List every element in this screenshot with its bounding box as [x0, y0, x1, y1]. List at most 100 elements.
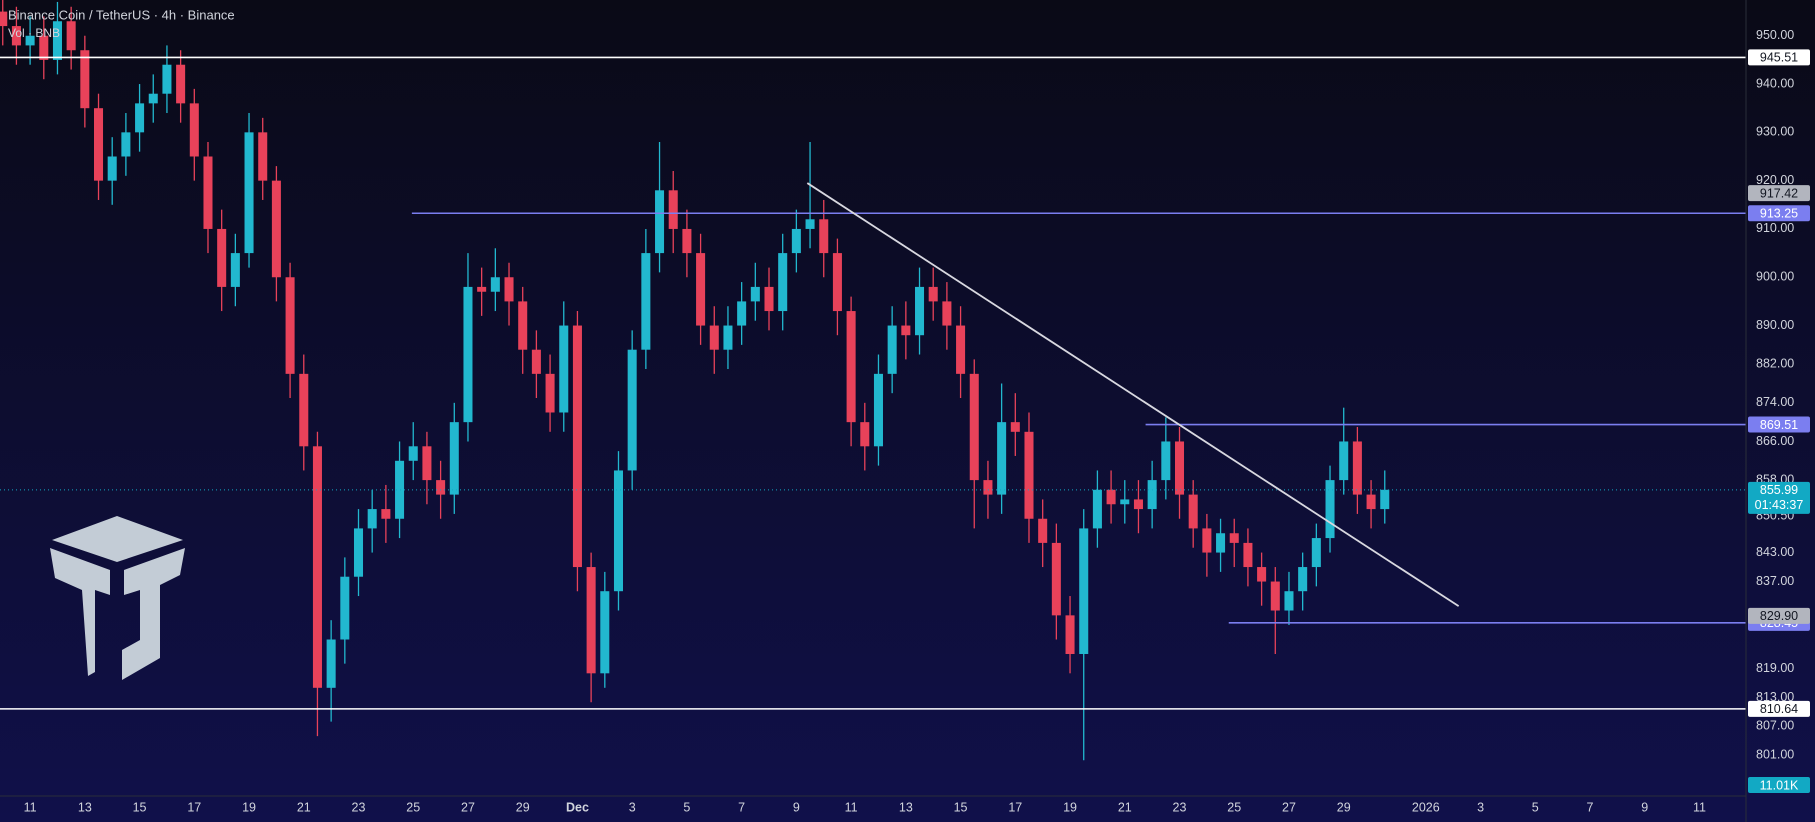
candle-body	[613, 470, 624, 592]
candle-body	[230, 253, 240, 287]
candle-body	[1065, 615, 1075, 654]
candle-body	[162, 64, 172, 94]
candle-body	[1188, 494, 1198, 529]
countdown: 01:43:37	[1755, 498, 1804, 512]
candle-body	[737, 301, 747, 326]
x-tick-label: 15	[954, 800, 968, 814]
x-tick-label: 27	[1282, 800, 1296, 814]
candle-body	[80, 50, 90, 109]
candle-body	[52, 21, 62, 60]
chart-title: Binance Coin / TetherUS · 4h · Binance	[8, 7, 235, 22]
y-tick-label: 874.00	[1756, 395, 1794, 409]
candle-body	[1120, 499, 1130, 505]
candle-body	[805, 219, 815, 229]
candle-body	[1147, 480, 1157, 510]
candle-body	[449, 422, 459, 495]
candle-body	[1079, 528, 1089, 654]
candle-body	[1038, 518, 1048, 543]
candle-body	[312, 446, 322, 688]
candle-body	[600, 591, 610, 674]
x-tick-label: 25	[406, 800, 420, 814]
candle-body	[422, 446, 432, 481]
y-tick-label: 807.00	[1756, 719, 1794, 733]
candle-body	[107, 156, 117, 181]
x-tick-label: 21	[1118, 800, 1132, 814]
candle-body	[1298, 567, 1308, 592]
candle-body	[846, 311, 856, 423]
candle-body	[518, 301, 528, 350]
x-tick-label: 27	[461, 800, 475, 814]
candle-body	[436, 480, 446, 495]
y-tick-label: 882.00	[1756, 356, 1794, 370]
candle-body	[901, 325, 911, 336]
y-tick-label: 890.00	[1756, 318, 1794, 332]
price-tag	[1748, 700, 1810, 717]
candle-body	[915, 286, 925, 336]
price-tag-label: 917.42	[1760, 186, 1798, 200]
candle-body	[764, 286, 774, 312]
x-tick-label: Dec	[566, 800, 589, 814]
candle-body	[545, 373, 555, 413]
candle-body	[1051, 542, 1061, 616]
y-tick-label: 801.00	[1756, 748, 1794, 762]
candle-body	[860, 422, 870, 447]
candle-body	[1216, 533, 1226, 553]
candle-body	[1284, 591, 1294, 611]
candle-body	[1380, 489, 1390, 510]
candle-body	[0, 11, 8, 27]
candle-body	[969, 373, 979, 481]
candle-body	[176, 64, 186, 104]
x-tick-label: 25	[1227, 800, 1241, 814]
candle-body	[299, 373, 309, 447]
candle-body	[956, 325, 966, 374]
candle-body	[353, 528, 364, 577]
candle-body	[572, 325, 582, 568]
y-tick-label: 866.00	[1756, 434, 1794, 448]
x-tick-label: 13	[899, 800, 913, 814]
candle-body	[778, 253, 788, 312]
price-tag	[1748, 607, 1810, 624]
candle-body	[531, 349, 541, 374]
x-tick-label: 19	[1063, 800, 1077, 814]
candle-body	[1243, 542, 1253, 568]
candle-body	[1133, 499, 1143, 510]
y-tick-label: 813.00	[1756, 690, 1794, 704]
candle-body	[1092, 489, 1102, 529]
candle-body	[1024, 431, 1034, 519]
x-tick-label: 5	[1532, 800, 1539, 814]
price-tag-label: 869.51	[1760, 418, 1798, 432]
candle-body	[819, 219, 829, 254]
candle-body	[1339, 441, 1349, 481]
candle-body	[696, 253, 706, 326]
x-tick-label: 7	[738, 800, 745, 814]
candle-body	[1366, 494, 1376, 510]
candle-body	[135, 103, 145, 133]
price-tag	[1748, 49, 1810, 66]
y-tick-label: 819.00	[1756, 661, 1794, 675]
price-tag	[1748, 205, 1810, 222]
price-tag-label: 945.51	[1760, 51, 1798, 65]
candle-body	[641, 253, 651, 350]
candle-body	[203, 156, 213, 229]
candle-body	[873, 373, 883, 447]
x-tick-label: 15	[133, 800, 147, 814]
price-tag-label: 913.25	[1760, 207, 1798, 221]
candle-body	[655, 190, 665, 254]
x-tick-label: 23	[1173, 800, 1187, 814]
candle-body	[983, 480, 993, 495]
candle-body	[791, 228, 801, 254]
x-tick-label: 9	[1641, 800, 1648, 814]
candle-body	[504, 277, 514, 302]
candle-body	[148, 93, 158, 104]
price-tag	[1748, 185, 1810, 202]
candle-body	[66, 21, 76, 51]
current-price-label: 855.99	[1760, 483, 1798, 497]
logo	[50, 516, 185, 680]
price-tag-label: 810.64	[1760, 702, 1798, 716]
candle-body	[723, 325, 733, 350]
candle-body	[586, 567, 596, 674]
x-tick-label: 9	[793, 800, 800, 814]
candle-body	[217, 228, 227, 287]
